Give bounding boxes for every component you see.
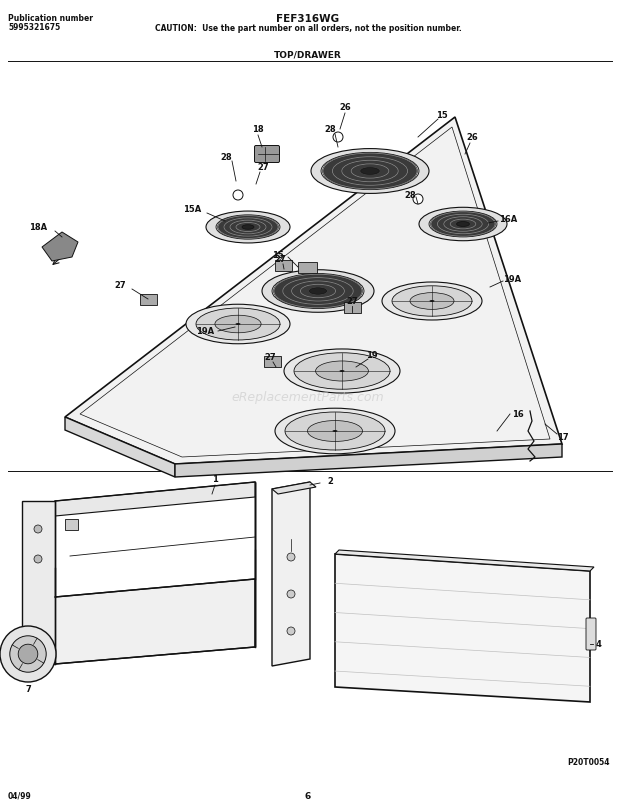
Text: 15: 15 bbox=[272, 251, 284, 259]
Polygon shape bbox=[175, 444, 562, 478]
Ellipse shape bbox=[332, 430, 337, 432]
Ellipse shape bbox=[340, 371, 345, 373]
Circle shape bbox=[34, 525, 42, 533]
FancyBboxPatch shape bbox=[298, 262, 316, 273]
Circle shape bbox=[18, 644, 38, 664]
Text: 27: 27 bbox=[346, 297, 358, 306]
Text: 16A: 16A bbox=[499, 215, 517, 224]
Text: 26: 26 bbox=[466, 133, 478, 142]
Text: 5995321675: 5995321675 bbox=[8, 23, 60, 32]
Ellipse shape bbox=[323, 154, 417, 190]
Text: 19A: 19A bbox=[196, 327, 214, 336]
Ellipse shape bbox=[272, 274, 364, 309]
Ellipse shape bbox=[456, 222, 469, 227]
FancyBboxPatch shape bbox=[586, 618, 596, 650]
Ellipse shape bbox=[294, 353, 390, 389]
Text: 18A: 18A bbox=[29, 223, 47, 232]
Ellipse shape bbox=[215, 316, 261, 333]
Text: P20T0054: P20T0054 bbox=[567, 757, 610, 766]
Circle shape bbox=[287, 627, 295, 635]
Polygon shape bbox=[65, 418, 175, 478]
Text: 15: 15 bbox=[436, 110, 448, 120]
Ellipse shape bbox=[419, 208, 507, 242]
Text: 7: 7 bbox=[25, 685, 31, 694]
Ellipse shape bbox=[284, 349, 400, 393]
Text: 6: 6 bbox=[305, 791, 311, 800]
Polygon shape bbox=[335, 550, 594, 571]
Text: 26: 26 bbox=[339, 104, 351, 112]
Text: TOP/DRAWER: TOP/DRAWER bbox=[274, 50, 342, 59]
Text: 27: 27 bbox=[274, 255, 286, 264]
Ellipse shape bbox=[431, 213, 495, 237]
Polygon shape bbox=[65, 118, 562, 464]
Ellipse shape bbox=[392, 287, 472, 317]
Polygon shape bbox=[22, 501, 55, 664]
Text: 4: 4 bbox=[595, 640, 601, 649]
Polygon shape bbox=[272, 483, 316, 495]
Text: 27: 27 bbox=[257, 163, 269, 173]
Ellipse shape bbox=[196, 308, 280, 340]
Text: 19: 19 bbox=[366, 351, 378, 360]
Ellipse shape bbox=[285, 413, 385, 450]
Circle shape bbox=[34, 556, 42, 563]
Ellipse shape bbox=[308, 421, 363, 442]
Text: eReplacementParts.com: eReplacementParts.com bbox=[232, 391, 384, 404]
Text: 28: 28 bbox=[324, 125, 336, 134]
Ellipse shape bbox=[275, 409, 395, 454]
Text: 18: 18 bbox=[252, 125, 264, 134]
Ellipse shape bbox=[262, 271, 374, 313]
FancyBboxPatch shape bbox=[140, 294, 156, 305]
Circle shape bbox=[333, 132, 343, 143]
Polygon shape bbox=[272, 483, 310, 666]
Text: 19A: 19A bbox=[503, 275, 521, 284]
Ellipse shape bbox=[316, 361, 368, 381]
Text: 04/99: 04/99 bbox=[8, 791, 32, 800]
Circle shape bbox=[0, 626, 56, 683]
FancyBboxPatch shape bbox=[264, 356, 280, 367]
Circle shape bbox=[287, 590, 295, 598]
Ellipse shape bbox=[321, 153, 419, 190]
Ellipse shape bbox=[361, 168, 379, 175]
Text: 28: 28 bbox=[220, 153, 232, 162]
Ellipse shape bbox=[311, 149, 429, 194]
Text: 16: 16 bbox=[512, 410, 524, 419]
Ellipse shape bbox=[206, 212, 290, 243]
Ellipse shape bbox=[430, 300, 435, 303]
Ellipse shape bbox=[309, 288, 327, 295]
Circle shape bbox=[287, 553, 295, 561]
Ellipse shape bbox=[410, 293, 454, 310]
Circle shape bbox=[233, 191, 243, 201]
Circle shape bbox=[413, 195, 423, 205]
Text: FEF316WG: FEF316WG bbox=[277, 14, 340, 24]
FancyBboxPatch shape bbox=[275, 260, 291, 271]
Text: 17: 17 bbox=[557, 433, 569, 442]
Text: 2: 2 bbox=[327, 477, 333, 486]
FancyBboxPatch shape bbox=[64, 519, 78, 530]
Text: CAUTION:  Use the part number on all orders, not the position number.: CAUTION: Use the part number on all orde… bbox=[154, 24, 461, 33]
FancyBboxPatch shape bbox=[254, 146, 280, 163]
Polygon shape bbox=[335, 554, 590, 702]
Text: 28: 28 bbox=[404, 191, 416, 200]
Ellipse shape bbox=[236, 324, 241, 325]
Ellipse shape bbox=[429, 212, 497, 238]
Text: Publication number: Publication number bbox=[8, 14, 93, 23]
Ellipse shape bbox=[382, 283, 482, 320]
Polygon shape bbox=[55, 579, 255, 664]
Ellipse shape bbox=[216, 215, 280, 240]
Text: 1: 1 bbox=[212, 475, 218, 484]
Text: 27: 27 bbox=[264, 353, 276, 362]
Ellipse shape bbox=[274, 275, 362, 308]
FancyBboxPatch shape bbox=[343, 302, 360, 313]
Ellipse shape bbox=[242, 226, 254, 230]
Text: 15A: 15A bbox=[183, 206, 201, 214]
Ellipse shape bbox=[218, 216, 278, 239]
Ellipse shape bbox=[186, 305, 290, 344]
Circle shape bbox=[10, 636, 46, 672]
Text: 27: 27 bbox=[114, 281, 126, 290]
Polygon shape bbox=[42, 233, 78, 262]
Polygon shape bbox=[55, 483, 255, 516]
